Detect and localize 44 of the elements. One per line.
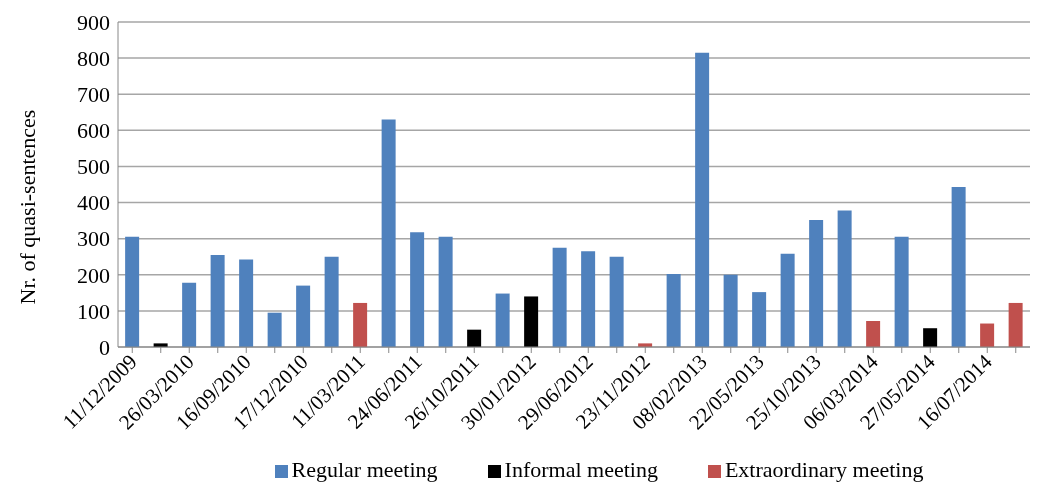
bar	[866, 321, 881, 347]
bar	[125, 236, 140, 347]
legend-label: Extraordinary meeting	[724, 457, 924, 482]
bar	[752, 292, 767, 347]
bar	[495, 293, 510, 347]
bar	[296, 285, 311, 347]
bar	[923, 328, 938, 347]
bar	[381, 119, 396, 347]
bar	[780, 253, 795, 347]
bar	[723, 274, 738, 347]
bar	[980, 323, 995, 347]
bar	[951, 187, 966, 347]
bar	[239, 259, 254, 347]
bar	[894, 236, 909, 347]
y-tick-label: 400	[77, 190, 110, 216]
y-tick-label: 200	[77, 262, 110, 288]
y-tick-label: 800	[77, 45, 110, 71]
legend-label: Informal meeting	[504, 457, 658, 482]
bar	[581, 251, 596, 347]
y-tick-label: 900	[77, 9, 110, 35]
bar	[210, 254, 225, 347]
bar	[695, 52, 710, 347]
bar	[467, 329, 482, 347]
y-tick-label: 300	[77, 226, 110, 252]
bar	[267, 312, 282, 347]
bar	[666, 274, 681, 347]
bar	[1008, 302, 1023, 347]
bar	[438, 236, 453, 347]
bar	[182, 282, 197, 347]
bar	[809, 219, 824, 347]
y-tick-label: 600	[77, 118, 110, 144]
y-tick-label: 500	[77, 154, 110, 180]
bar	[837, 210, 852, 347]
bar	[353, 302, 368, 347]
bar	[609, 256, 624, 347]
bar	[410, 232, 425, 347]
y-tick-label: 100	[77, 298, 110, 324]
legend-label: Regular meeting	[291, 457, 438, 482]
bar	[552, 247, 567, 347]
y-tick-label: 0	[99, 334, 110, 360]
bar	[324, 256, 339, 347]
bar	[524, 296, 539, 347]
y-tick-label: 700	[77, 82, 110, 108]
y-axis-title: Nr. of quasi-sentences	[14, 109, 40, 305]
